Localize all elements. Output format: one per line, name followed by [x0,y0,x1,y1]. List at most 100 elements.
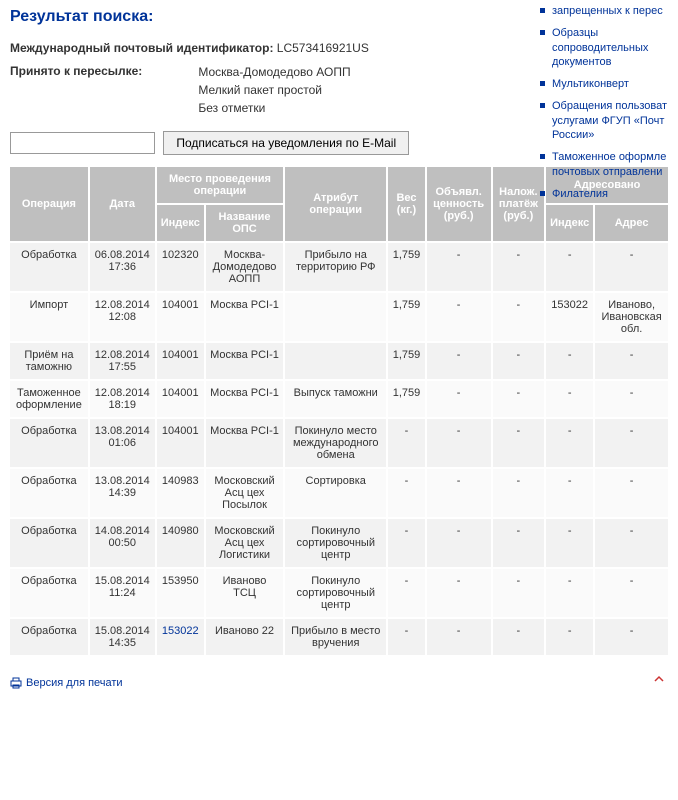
table-cell: 12.08.2014 18:19 [89,380,156,418]
table-cell: Прибыло в место вручения [284,618,387,656]
table-cell: - [594,618,669,656]
table-cell [284,292,387,342]
table-cell: Иваново ТСЦ [205,568,284,618]
table-cell: 12.08.2014 17:55 [89,342,156,380]
sidebar-item: Образцы сопроводительных документов [538,22,678,73]
table-cell: Покинуло место международного обмена [284,418,387,468]
table-row: Обработка06.08.2014 17:36102320Москва-До… [9,242,669,292]
table-cell: 104001 [156,342,205,380]
sidebar-item: Мультиконверт [538,73,678,95]
table-row: Импорт12.08.2014 12:08104001Москва PCI-1… [9,292,669,342]
table-cell: - [492,418,546,468]
table-cell: 1,759 [387,342,425,380]
sidebar: запрещенных к перес Образцы сопроводитель… [538,0,678,205]
table-cell: Обработка [9,618,89,656]
table-cell: - [545,418,594,468]
table-cell: - [426,568,492,618]
table-cell: Покинуло сортировочный центр [284,568,387,618]
sidebar-item: Обращения пользоват услугами ФГУП «Почт … [538,95,678,146]
table-cell: - [594,568,669,618]
table-row: Обработка13.08.2014 14:39140983Московски… [9,468,669,518]
table-cell: - [594,418,669,468]
sidebar-link[interactable]: Таможенное оформле почтовых отправлени [552,151,666,177]
sidebar-item: Таможенное оформле почтовых отправлени [538,146,678,183]
th-op: Операция [9,166,89,242]
subscribe-button[interactable]: Подписаться на уведомления по E-Mail [163,131,409,155]
table-cell: 13.08.2014 01:06 [89,418,156,468]
table-cell: Москва-Домодедово АОПП [205,242,284,292]
table-cell: Таможенное оформление [9,380,89,418]
table-cell: - [545,342,594,380]
table-cell: 153950 [156,568,205,618]
print-icon [10,677,22,689]
table-cell: - [594,342,669,380]
table-cell: Москва PCI-1 [205,292,284,342]
table-cell: - [387,568,425,618]
table-cell: - [492,468,546,518]
table-cell: Москва PCI-1 [205,342,284,380]
table-cell: 15.08.2014 11:24 [89,568,156,618]
table-cell: 104001 [156,380,205,418]
table-cell: - [492,380,546,418]
table-cell: - [426,518,492,568]
table-cell [284,342,387,380]
table-cell: Обработка [9,468,89,518]
table-row: Обработка15.08.2014 14:35153022Иваново 2… [9,618,669,656]
table-cell: - [492,342,546,380]
table-cell: - [387,618,425,656]
table-cell: Приём на таможню [9,342,89,380]
table-cell: 153022 [156,618,205,656]
index-link[interactable]: 153022 [162,625,199,637]
id-value: LC573416921US [277,40,369,57]
table-cell: 104001 [156,418,205,468]
table-body: Обработка06.08.2014 17:36102320Москва-До… [9,242,669,656]
table-row: Обработка14.08.2014 00:50140980Московски… [9,518,669,568]
sidebar-link[interactable]: запрещенных к перес [552,5,663,17]
table-cell: 104001 [156,292,205,342]
table-cell: - [492,292,546,342]
table-cell: Московский Асц цех Логистики [205,518,284,568]
table-cell: - [387,518,425,568]
table-cell: - [426,242,492,292]
th-date: Дата [89,166,156,242]
sidebar-link[interactable]: Обращения пользоват услугами ФГУП «Почт … [552,100,667,141]
sidebar-item: Филателия [538,183,678,205]
table-cell: - [387,468,425,518]
print-link[interactable]: Версия для печати [10,677,123,689]
accept-value: Москва-Домодедово АОПП Мелкий пакет прос… [198,63,350,117]
table-cell: - [492,568,546,618]
table-cell: 06.08.2014 17:36 [89,242,156,292]
table-cell: - [594,380,669,418]
table-cell: 1,759 [387,292,425,342]
th-declared: Объявл. ценность (руб.) [426,166,492,242]
th-addr-idx: Индекс [545,204,594,242]
table-cell: - [545,568,594,618]
scroll-top-link[interactable] [654,673,664,687]
table-cell: Прибыло на территорию РФ [284,242,387,292]
accept-line2: Мелкий пакет простой [198,83,322,97]
id-row: Международный почтовый идентификатор: LC… [10,40,530,57]
table-cell: Импорт [9,292,89,342]
table-cell: Москва PCI-1 [205,418,284,468]
table-row: Обработка15.08.2014 11:24153950Иваново Т… [9,568,669,618]
result-title: Результат поиска: [10,8,530,26]
table-cell: Покинуло сортировочный центр [284,518,387,568]
table-cell: - [594,468,669,518]
sidebar-link[interactable]: Мультиконверт [552,78,629,90]
print-label: Версия для печати [26,677,123,689]
table-cell: Обработка [9,242,89,292]
email-input[interactable] [10,132,155,154]
table-cell: - [545,618,594,656]
table-cell: 15.08.2014 14:35 [89,618,156,656]
subscribe-row: Подписаться на уведомления по E-Mail [10,131,530,155]
sidebar-link[interactable]: Образцы сопроводительных документов [552,27,648,68]
table-cell: - [426,342,492,380]
table-cell: - [426,468,492,518]
table-cell: Иваново, Ивановская обл. [594,292,669,342]
table-cell: Выпуск таможни [284,380,387,418]
table-cell: 140983 [156,468,205,518]
th-attr: Атрибут операции [284,166,387,242]
main-content: Результат поиска: Международный почтовый… [0,0,540,165]
table-cell: 153022 [545,292,594,342]
sidebar-link[interactable]: Филателия [552,188,608,200]
